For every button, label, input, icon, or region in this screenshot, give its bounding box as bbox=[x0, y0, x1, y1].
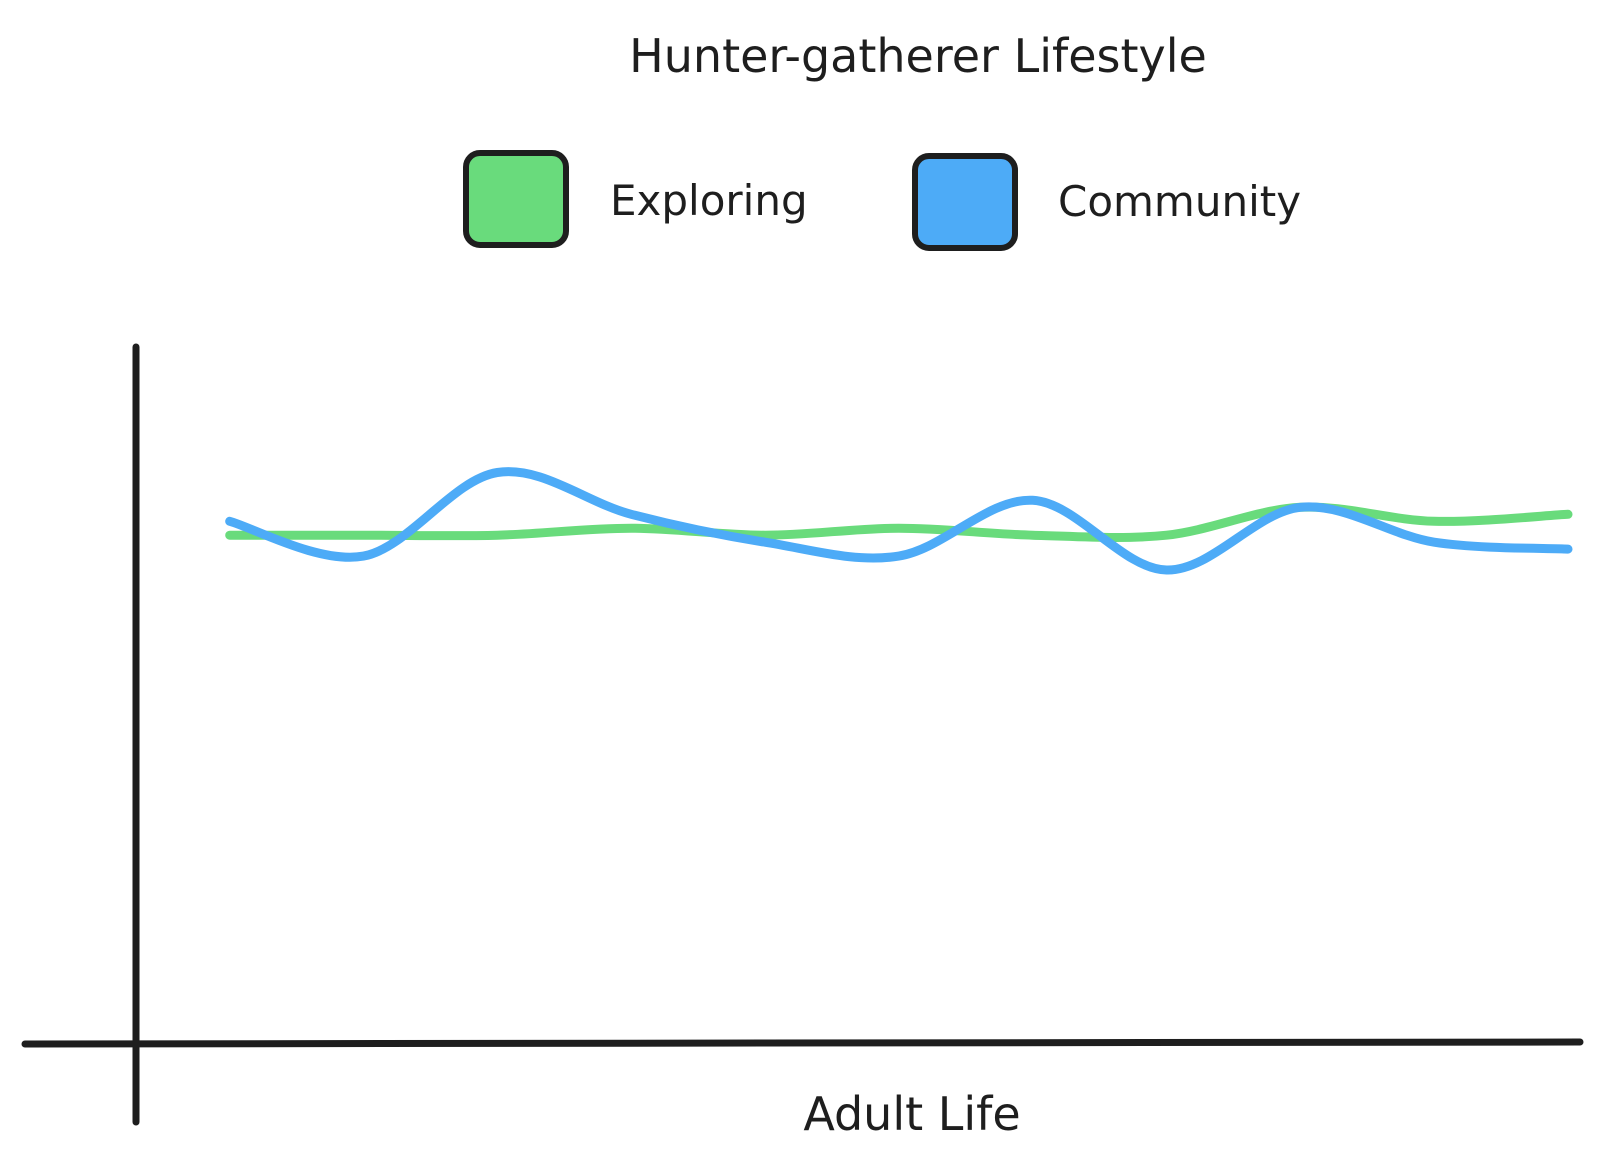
legend-item-exploring: Exploring bbox=[463, 150, 808, 248]
x-axis-label: Adult Life bbox=[803, 1087, 1020, 1141]
series-line-community bbox=[225, 467, 1573, 575]
legend-label-exploring: Exploring bbox=[610, 176, 808, 225]
legend-swatch-community bbox=[912, 153, 1018, 251]
legend-label-community: Community bbox=[1058, 177, 1301, 226]
legend-swatch-exploring bbox=[463, 150, 569, 248]
legend-item-community: Community bbox=[912, 153, 1301, 251]
chart-title: Hunter-gatherer Lifestyle bbox=[629, 29, 1207, 83]
legend: Exploring Community bbox=[463, 150, 1301, 251]
series-layer bbox=[225, 467, 1573, 575]
x-axis bbox=[21, 1038, 1584, 1048]
